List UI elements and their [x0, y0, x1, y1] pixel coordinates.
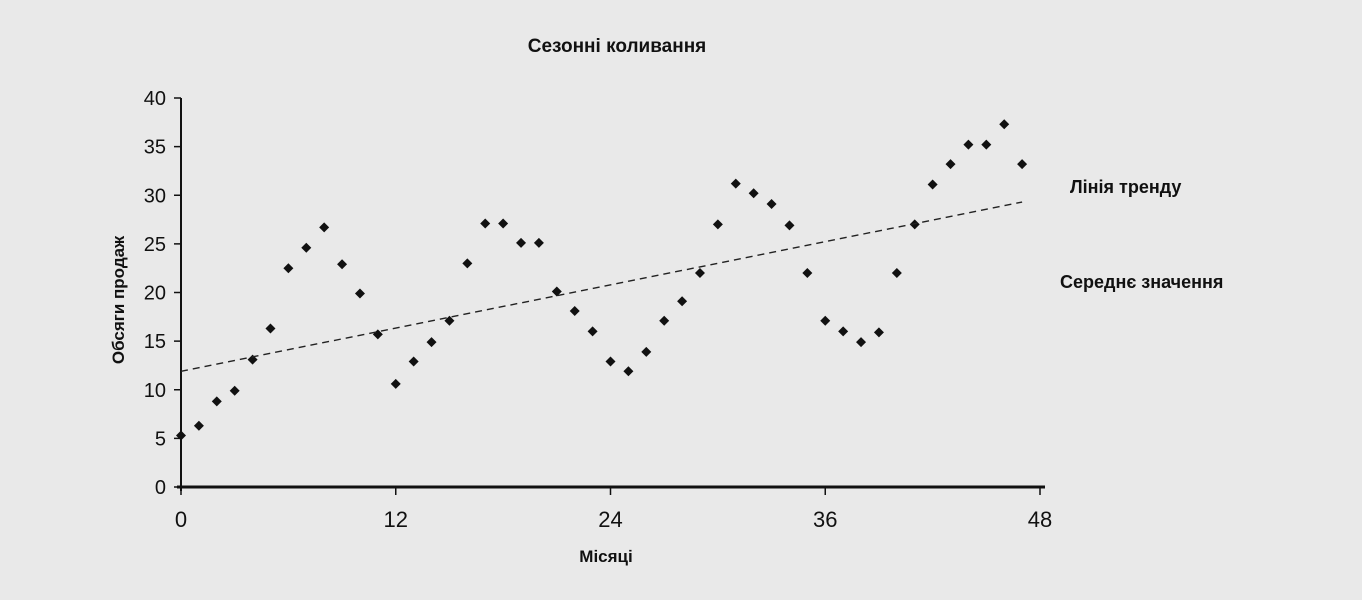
data-point — [301, 242, 312, 253]
data-point — [444, 315, 455, 326]
data-point — [176, 430, 186, 441]
chart-title: Сезонні коливання — [528, 36, 707, 57]
data-point — [462, 258, 473, 269]
data-point — [677, 296, 688, 307]
y-tick-label: 10 — [144, 380, 166, 402]
data-point — [838, 326, 849, 337]
data-point — [999, 119, 1010, 130]
y-tick-labels: 0 5 10 15 20 25 30 35 40 — [144, 88, 166, 499]
data-point — [480, 218, 491, 229]
data-point — [730, 178, 741, 189]
data-point — [748, 188, 759, 199]
y-tick-label: 30 — [144, 185, 166, 207]
x-tick-label: 36 — [813, 507, 837, 532]
data-points — [176, 119, 1028, 441]
data-point — [802, 268, 813, 279]
data-point — [337, 259, 348, 270]
data-point — [712, 219, 723, 230]
y-tick-label: 0 — [155, 477, 166, 499]
data-point — [963, 139, 974, 150]
data-point — [891, 268, 902, 279]
data-point — [873, 327, 884, 338]
x-tick-labels: 0 12 24 36 48 — [175, 507, 1052, 532]
data-point — [229, 385, 240, 396]
data-point — [408, 356, 419, 367]
trend-line-annotation: Лінія тренду — [1070, 177, 1181, 197]
y-tick-label: 25 — [144, 234, 166, 256]
data-point — [623, 366, 634, 377]
data-point — [265, 323, 276, 334]
data-point — [784, 220, 795, 231]
data-point — [694, 268, 705, 279]
y-tick-label: 40 — [144, 88, 166, 110]
data-point — [498, 218, 509, 229]
trend-line — [180, 201, 1023, 372]
data-point — [856, 337, 867, 348]
y-tick-label: 5 — [155, 428, 166, 450]
data-point — [283, 263, 294, 274]
data-point — [945, 159, 956, 170]
data-point — [820, 315, 831, 326]
data-point — [319, 222, 330, 233]
data-point — [533, 237, 544, 248]
data-point — [354, 288, 365, 299]
data-point — [981, 139, 992, 150]
x-tick-label: 24 — [598, 507, 622, 532]
y-tick-label: 35 — [144, 137, 166, 159]
x-tick-label: 12 — [384, 507, 408, 532]
x-tick-label: 48 — [1028, 507, 1052, 532]
data-point — [766, 199, 777, 210]
data-point — [516, 237, 527, 248]
y-axis-label: Обсяги продаж — [109, 235, 128, 364]
data-point — [193, 420, 204, 431]
data-point — [909, 219, 920, 230]
data-point — [426, 337, 437, 348]
data-point — [211, 396, 222, 407]
data-point — [247, 354, 258, 365]
y-tick-label: 15 — [144, 331, 166, 353]
data-point — [641, 346, 652, 357]
data-point — [551, 286, 562, 297]
data-point — [390, 378, 401, 389]
data-point — [927, 179, 938, 190]
data-point — [1017, 159, 1028, 170]
y-tick-label: 20 — [144, 283, 166, 305]
data-point — [659, 315, 670, 326]
axes — [174, 97, 1045, 495]
mean-value-annotation: Середнє значення — [1060, 272, 1223, 292]
x-axis-label: Місяці — [579, 547, 632, 566]
data-point — [605, 356, 616, 367]
data-point — [569, 305, 580, 316]
x-tick-label: 0 — [175, 507, 187, 532]
data-point — [587, 326, 598, 337]
